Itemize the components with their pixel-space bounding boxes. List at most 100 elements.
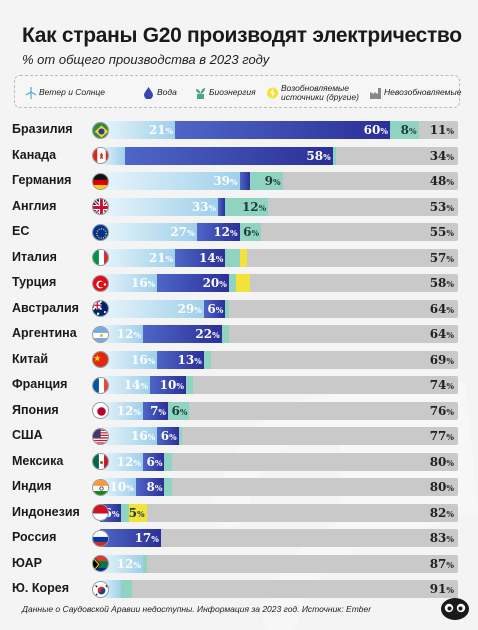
bar-segment <box>229 300 458 318</box>
bar-row: 58% 34% <box>100 146 458 165</box>
bar-row: 10% 8% 80% <box>100 478 458 496</box>
country-label: Индонезия <box>12 504 80 519</box>
bar-segment <box>239 172 251 190</box>
country-label: Китай <box>12 351 49 366</box>
legend-item-bioenergy: Биоэнергия <box>195 76 256 109</box>
bar-row: 21% 60% 8% 11% <box>100 121 458 139</box>
bar-row: 91% <box>100 580 458 598</box>
data-label: 6% <box>146 454 163 469</box>
data-label: 10% <box>109 480 134 494</box>
data-label: 76% <box>429 403 454 418</box>
data-label: 21% <box>148 123 174 137</box>
page-subtitle: % от общего производства в 2023 году <box>22 52 270 67</box>
data-label: 10% <box>159 378 184 392</box>
data-label: 34% <box>429 148 454 163</box>
bar-segment <box>229 325 458 343</box>
bar-segment <box>164 478 172 496</box>
country-flag-icon <box>92 555 109 572</box>
bar-row: 21% 14% 57% <box>100 248 458 267</box>
bar-segment <box>221 325 229 343</box>
country-flag-icon <box>92 453 109 470</box>
country-label: Германия <box>12 173 72 187</box>
bar-segment <box>157 427 179 445</box>
data-label: 12% <box>116 454 141 469</box>
data-label: 6% <box>171 403 188 418</box>
bar-segment <box>100 325 143 343</box>
data-label: 17% <box>134 531 159 545</box>
bar-row: 14% 10% 74% <box>100 376 458 394</box>
bar-segment <box>218 197 226 216</box>
bar-segment <box>193 376 458 394</box>
country-label: Италия <box>12 249 57 264</box>
source-note: Данные о Саудовской Аравии недоступны. И… <box>22 604 372 614</box>
page-title: Как страны G20 производят электричество <box>22 24 462 47</box>
country-flag-icon <box>92 274 109 292</box>
bar-segment <box>142 325 222 343</box>
data-label: 69% <box>429 352 454 367</box>
data-label: 21% <box>148 250 174 265</box>
bar-segment <box>261 223 458 241</box>
country-flag-icon <box>92 351 109 368</box>
country-flag-icon <box>92 478 109 496</box>
data-label: 16% <box>130 429 156 443</box>
bar-segment <box>203 299 226 318</box>
bar-row: 27% 12% 6% 55% <box>100 223 458 241</box>
data-label: 74% <box>429 378 454 392</box>
bar-segment <box>100 350 158 369</box>
legend-item-wind-solar: Ветер и Солнце <box>25 76 105 109</box>
data-label: 20% <box>202 276 227 290</box>
data-label: 8% <box>400 123 417 137</box>
data-label: 12% <box>116 327 141 341</box>
bar-segment <box>175 121 390 139</box>
bar-segment <box>250 274 458 292</box>
country-flag-icon <box>92 402 109 419</box>
country-label: Индия <box>12 479 52 493</box>
bar-segment <box>203 350 211 369</box>
bar-row: 17% 83% <box>100 529 458 547</box>
country-label: ЮАР <box>12 555 42 570</box>
data-label: 64% <box>429 301 454 316</box>
data-label: 11% <box>429 123 454 137</box>
bar-segment <box>164 452 172 471</box>
bar-segment <box>228 274 237 292</box>
bar-segment <box>239 248 247 267</box>
country-flag-icon <box>92 198 109 215</box>
bar-segment <box>150 376 186 394</box>
bar-row: 16% 13% 69% <box>100 350 458 369</box>
plant-icon <box>195 87 206 99</box>
bar-row: 12% 7% 6% 76% <box>100 401 458 420</box>
data-label: 27% <box>170 225 195 239</box>
bar-segment <box>225 299 229 318</box>
country-flag-icon <box>92 147 109 164</box>
bar-segment <box>100 223 197 241</box>
bar-segment <box>100 299 204 318</box>
bar-segment <box>100 427 158 445</box>
bar-segment <box>100 121 176 139</box>
bar-segment <box>175 248 226 267</box>
bar-segment <box>142 554 147 573</box>
bar-segment <box>121 580 133 598</box>
country-flag-icon <box>92 504 109 521</box>
country-label: США <box>12 428 43 442</box>
data-label: 64% <box>429 327 454 341</box>
bar-segment <box>147 555 458 573</box>
bar-segment <box>128 503 147 522</box>
data-label: 14% <box>123 378 149 392</box>
data-label: 91% <box>429 582 454 596</box>
bar-segment <box>178 427 183 445</box>
data-label: 16% <box>130 276 156 290</box>
brand-logo-icon <box>441 598 469 620</box>
data-label: 9% <box>264 174 281 188</box>
bar-segment <box>100 197 219 216</box>
bar-segment <box>100 452 143 471</box>
country-label: Япония <box>12 402 59 417</box>
bar-row: 12% 22% 64% <box>100 325 458 343</box>
bar-segment <box>121 503 129 522</box>
bar-row: 12% 87% <box>100 554 458 573</box>
data-label: 80% <box>429 480 454 494</box>
data-label: 6% <box>243 225 260 239</box>
country-flag-icon <box>92 325 109 343</box>
lightning-icon <box>267 87 278 99</box>
bar-segment <box>211 351 458 369</box>
data-label: 6% <box>160 429 177 443</box>
